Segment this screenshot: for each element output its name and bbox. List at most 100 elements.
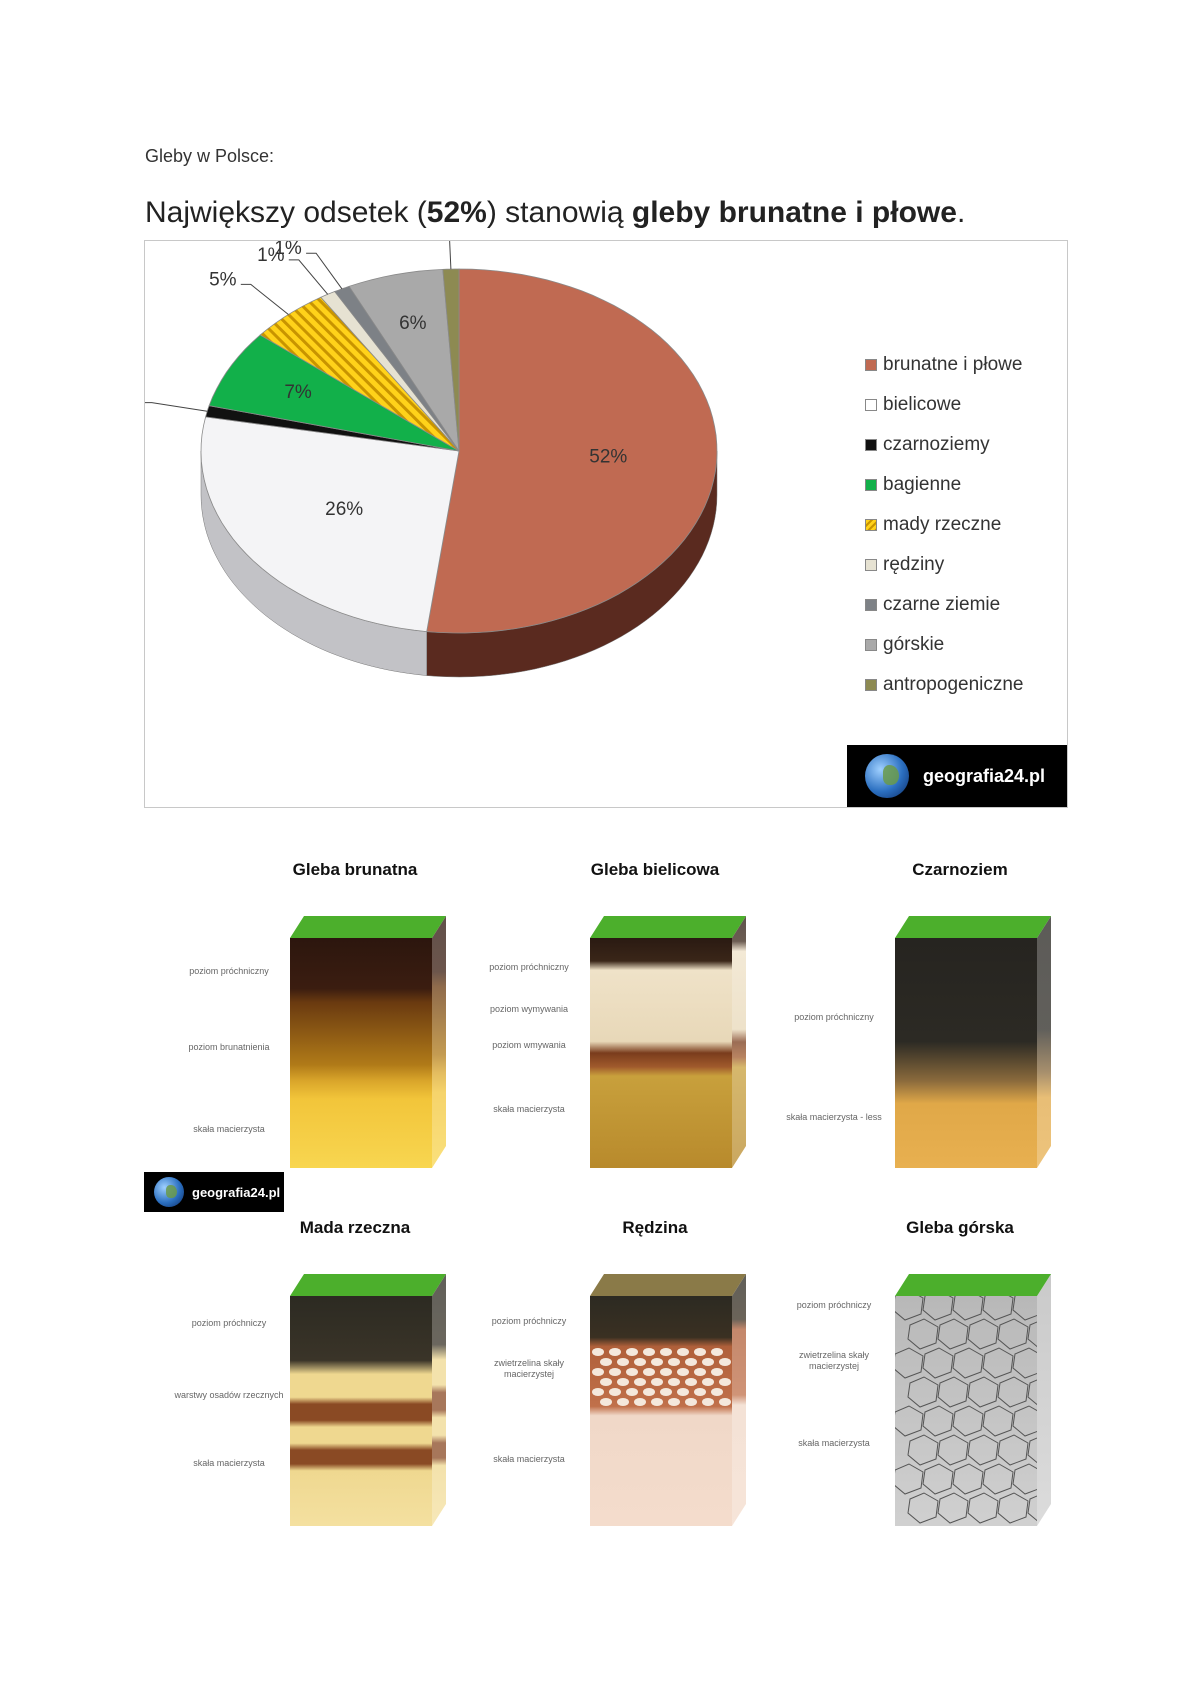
geografia24-logo: geografia24.pl — [847, 745, 1067, 807]
logo-text: geografia24.pl — [923, 765, 1046, 786]
legend-item: brunatne i płowe — [865, 345, 1065, 385]
headline-pre: Największy odsetek ( — [145, 196, 427, 229]
soil-block-front — [895, 1296, 1037, 1526]
soil-layer-label: poziom próchniczny — [794, 1012, 874, 1022]
soil-block-top — [290, 1274, 446, 1296]
legend-label: czarne ziemie — [883, 594, 1001, 615]
pie-chart-panel: 52%26%1%7%5%1%1%6%1% brunatne i płowebie… — [144, 240, 1068, 808]
pie-leader-2 — [145, 402, 208, 412]
soil-profile-title: Mada rzeczna — [299, 1218, 411, 1237]
soil-layer-label: poziom próchniczny — [189, 966, 269, 976]
legend-label: brunatne i płowe — [883, 354, 1023, 375]
soil-block-front — [590, 1296, 732, 1526]
soil-profile-title: Gleba bielicowa — [590, 860, 720, 879]
soil-block-front — [290, 938, 432, 1168]
pie-leader-4 — [240, 283, 289, 315]
legend-item: rędziny — [865, 545, 1065, 585]
soil-layer-label: poziom brunatnienia — [188, 1042, 270, 1052]
chart-legend: brunatne i płowe bielicowe czarnoziemy bagi… — [865, 345, 1065, 705]
soil-layer-label: warstwy osadów rzecznych — [174, 1390, 284, 1400]
pie-slice-7 — [348, 268, 460, 452]
pie-leader-6 — [306, 252, 343, 290]
legend-item: antropogeniczne — [865, 665, 1065, 705]
legend-item: czarnoziemy — [865, 425, 1065, 465]
soil-layer-label: poziom próchniczy — [491, 1316, 567, 1326]
legend-label: górskie — [883, 634, 945, 655]
soil-profile: Czarnoziem poziom próchniczny skała macier… — [785, 860, 1105, 1200]
soil-profile: Gleba brunatna poziom próchniczny poziom b… — [180, 860, 500, 1200]
legend-item: mady rzeczne — [865, 505, 1065, 545]
soil-layer-label: poziom wymywania — [489, 1004, 569, 1014]
legend-label: bagienne — [883, 474, 962, 495]
soil-layer-label: poziom próchniczy — [191, 1318, 267, 1328]
soil-block-top — [895, 1274, 1051, 1296]
soil-block-side — [1037, 1274, 1051, 1526]
legend-item: czarne ziemie — [865, 585, 1065, 625]
headline-bold: gleby brunatne i płowe — [631, 196, 957, 229]
soil-profile-title: Rędzina — [622, 1218, 688, 1237]
headline: Największy odsetek (52%) stanowią gleby … — [145, 196, 965, 230]
legend-label: rędziny — [883, 554, 945, 575]
pie-data-label: 5% — [209, 269, 237, 290]
soil-block-side — [432, 1274, 446, 1526]
pie-leader-5 — [288, 259, 329, 295]
soil-block-top — [590, 1274, 746, 1296]
soil-block-top — [590, 916, 746, 938]
pie-data-label: 6% — [399, 313, 427, 334]
legend-swatch — [865, 439, 877, 451]
soil-layer-label: poziom próchniczy — [796, 1300, 872, 1310]
soil-layer-label: skała macierzysta - less — [786, 1112, 882, 1122]
legend-label: bielicowe — [883, 394, 962, 415]
soil-layer-label: skała macierzysta — [493, 1454, 565, 1464]
soil-block — [895, 916, 1051, 1168]
globe-icon — [865, 754, 909, 798]
pie-data-label: 26% — [325, 499, 363, 520]
soil-block — [895, 1274, 1051, 1526]
gravel-pattern — [592, 1348, 731, 1406]
legend-swatch — [865, 519, 877, 531]
legend-label: antropogeniczne — [883, 674, 1024, 695]
legend-swatch — [865, 679, 877, 691]
pie-slice-4 — [259, 296, 460, 452]
soil-layer-label: skała macierzysta — [193, 1458, 265, 1468]
soil-block-front — [895, 938, 1037, 1168]
pie-leader-8 — [449, 241, 452, 270]
soil-layer-label: zwietrzelina skały macierzystej — [493, 1358, 565, 1379]
soil-profile-title: Czarnoziem — [912, 860, 1008, 879]
legend-item: bielicowe — [865, 385, 1065, 425]
soil-block — [590, 916, 746, 1168]
pie-chart: 52%26%1%7%5%1%1%6%1% — [145, 241, 718, 678]
pie-slice-8 — [442, 268, 460, 452]
logo-text-small: geografia24.pl — [192, 1184, 281, 1200]
legend-swatch — [865, 599, 877, 611]
soil-profile-title: Gleba brunatna — [292, 860, 418, 879]
legend-swatch — [865, 399, 877, 411]
soil-block-front — [590, 938, 732, 1168]
pie-data-label: 1% — [257, 245, 285, 266]
soil-layer-label: poziom próchniczny — [489, 962, 569, 972]
soil-block-side — [1037, 916, 1051, 1168]
soil-block-top — [895, 916, 1051, 938]
pie-data-label: 7% — [284, 382, 312, 403]
legend-swatch — [865, 639, 877, 651]
soil-block-front — [290, 1296, 432, 1526]
soil-profile: Gleba bielicowa poziom próchniczny poziom … — [480, 860, 800, 1200]
soil-block — [290, 916, 446, 1168]
headline-pct: 52% — [426, 196, 487, 229]
legend-label: czarnoziemy — [883, 434, 990, 455]
legend-swatch — [865, 479, 877, 491]
geografia24-logo-small: geografia24.pl — [144, 1172, 284, 1212]
soil-block-top — [290, 916, 446, 938]
soil-layer-label: skała macierzysta — [798, 1438, 870, 1448]
soil-profile-title: Gleba górska — [906, 1218, 1014, 1237]
headline-end: . — [956, 196, 966, 229]
soil-block-side — [432, 916, 446, 1168]
pie-slice-1 — [200, 416, 460, 633]
intro-text: Gleby w Polsce: — [145, 146, 275, 166]
globe-icon — [154, 1177, 184, 1207]
legend-item: górskie — [865, 625, 1065, 665]
soil-block — [290, 1274, 446, 1526]
soil-block — [590, 1274, 746, 1526]
soil-block-side — [732, 1274, 746, 1526]
headline-mid: ) stanowią — [486, 196, 632, 229]
